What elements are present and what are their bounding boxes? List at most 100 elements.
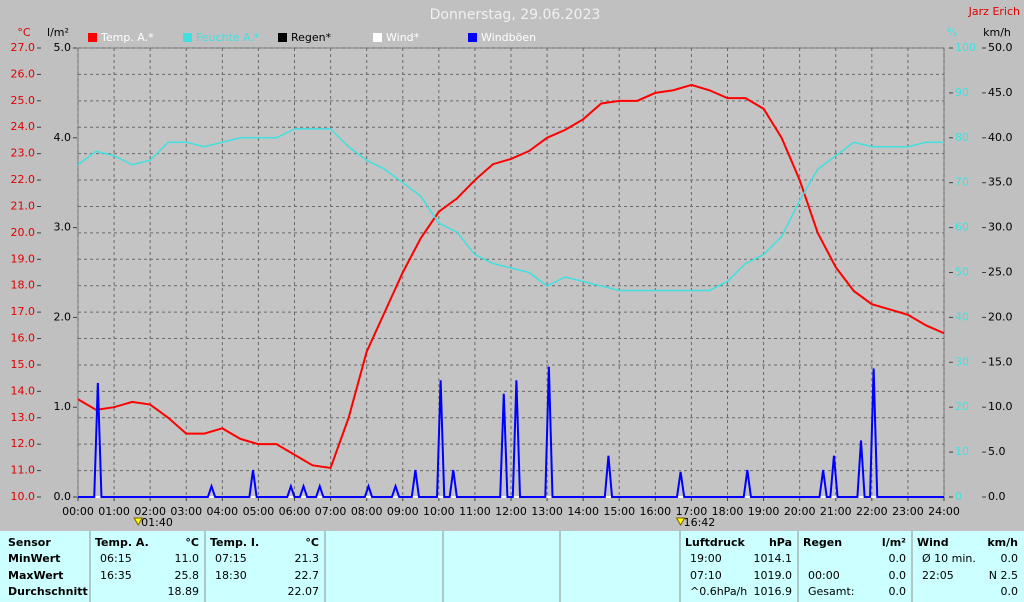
y-tick-label: 0.0 — [988, 490, 1006, 503]
marker — [675, 517, 686, 527]
cell: Ø 10 min. — [922, 552, 976, 565]
legend-label: Wind* — [386, 31, 420, 44]
cell: 0.0 — [1001, 552, 1019, 565]
cell: N 2.5 — [989, 569, 1018, 582]
x-tick-label: 09:00 — [387, 505, 419, 518]
y-tick-label: 21.0 — [11, 199, 36, 212]
series-line — [77, 83, 945, 470]
series-line — [78, 366, 944, 498]
legend-swatch — [88, 33, 97, 42]
axis-unit: °C — [17, 26, 31, 39]
y-tick-label: 11.0 — [11, 464, 36, 477]
y-tick-label: 60 — [955, 221, 969, 234]
annotation: 01:40 — [141, 516, 173, 529]
x-tick-label: 03:00 — [170, 505, 202, 518]
x-tick-label: 22:00 — [856, 505, 888, 518]
cell: 22.7 — [295, 569, 320, 582]
author: Jarz Erich — [968, 5, 1020, 18]
column-unit: °C — [185, 536, 199, 549]
y-tick-label: 5.0 — [988, 445, 1006, 458]
x-tick-label: 19:00 — [748, 505, 780, 518]
column-unit: km/h — [987, 536, 1018, 549]
column-unit: l/m² — [882, 536, 906, 549]
x-tick-label: 17:00 — [676, 505, 708, 518]
cell: 1016.9 — [754, 585, 793, 598]
annotation: 16:42 — [684, 516, 716, 529]
y-tick-label: 10.0 — [11, 490, 36, 503]
legend-label: Temp. A.* — [100, 31, 154, 44]
x-tick-label: 11:00 — [459, 505, 491, 518]
cell: ^0.6hPa/h — [690, 585, 747, 598]
column-header: Luftdruck — [685, 536, 746, 549]
x-tick-label: 07:00 — [315, 505, 347, 518]
y-tick-label: 15.0 — [11, 358, 36, 371]
x-tick-label: 02:00 — [134, 505, 166, 518]
y-tick-label: 40 — [955, 310, 969, 323]
y-tick-label: 18.0 — [11, 279, 36, 292]
cell: 19:00 — [690, 552, 722, 565]
cell: 0.0 — [1001, 585, 1019, 598]
cell: 0.0 — [889, 585, 907, 598]
axis-unit: km/h — [983, 26, 1011, 39]
y-tick-label: 25.0 — [988, 266, 1013, 279]
cell: 0.0 — [889, 552, 907, 565]
y-tick-label: 16.0 — [11, 332, 36, 345]
x-tick-label: 16:00 — [639, 505, 671, 518]
y-tick-label: 1.0 — [54, 400, 72, 413]
cell: 25.8 — [175, 569, 200, 582]
legend-swatch — [278, 33, 287, 42]
y-tick-label: 15.0 — [988, 355, 1013, 368]
y-tick-label: 22.0 — [11, 173, 36, 186]
stats-table — [0, 531, 1024, 602]
x-tick-label: 18:00 — [712, 505, 744, 518]
x-tick-label: 14:00 — [567, 505, 599, 518]
x-tick-label: 10:00 — [423, 505, 455, 518]
cell: 00:00 — [808, 569, 840, 582]
x-tick-label: 13:00 — [531, 505, 563, 518]
legend-swatch — [183, 33, 192, 42]
y-tick-label: 30.0 — [988, 221, 1013, 234]
y-tick-label: 10.0 — [988, 400, 1013, 413]
y-tick-label: 4.0 — [54, 131, 72, 144]
y-tick-label: 45.0 — [988, 86, 1013, 99]
series-line — [77, 128, 944, 292]
x-tick-label: 00:00 — [62, 505, 94, 518]
cell: 11.0 — [175, 552, 200, 565]
y-tick-label: 20 — [955, 400, 969, 413]
marker — [133, 517, 144, 527]
y-tick-label: 20.0 — [11, 226, 36, 239]
y-tick-label: 24.0 — [11, 120, 36, 133]
y-tick-label: 19.0 — [11, 252, 36, 265]
axis-unit: % — [947, 26, 957, 39]
x-tick-label: 20:00 — [784, 505, 816, 518]
row-label: Sensor — [8, 536, 51, 549]
legend-swatch — [468, 33, 477, 42]
cell: 18:30 — [215, 569, 247, 582]
y-tick-label: 90 — [955, 86, 969, 99]
cell: 22.07 — [288, 585, 320, 598]
y-tick-label: 0.0 — [54, 490, 72, 503]
column-header: Temp. A. — [95, 536, 149, 549]
y-tick-label: 3.0 — [54, 221, 72, 234]
cell: Gesamt: — [808, 585, 855, 598]
legend-swatch — [373, 33, 382, 42]
row-label: MinWert — [8, 552, 60, 565]
cell: 07:10 — [690, 569, 722, 582]
y-tick-label: 70 — [955, 176, 969, 189]
y-tick-label: 27.0 — [11, 41, 36, 54]
legend-label: Windböen — [481, 31, 536, 44]
y-tick-label: 0 — [955, 490, 962, 503]
column-header: Wind — [917, 536, 949, 549]
x-tick-label: 12:00 — [495, 505, 527, 518]
y-tick-label: 40.0 — [988, 131, 1013, 144]
column-header: Temp. I. — [210, 536, 259, 549]
cell: 21.3 — [295, 552, 320, 565]
cell: 1019.0 — [754, 569, 793, 582]
y-tick-label: 25.0 — [11, 94, 36, 107]
cell: 07:15 — [215, 552, 247, 565]
y-tick-label: 17.0 — [11, 305, 36, 318]
cell: 18.89 — [168, 585, 200, 598]
cell: 22:05 — [922, 569, 954, 582]
x-tick-label: 08:00 — [351, 505, 383, 518]
y-tick-label: 12.0 — [11, 437, 36, 450]
